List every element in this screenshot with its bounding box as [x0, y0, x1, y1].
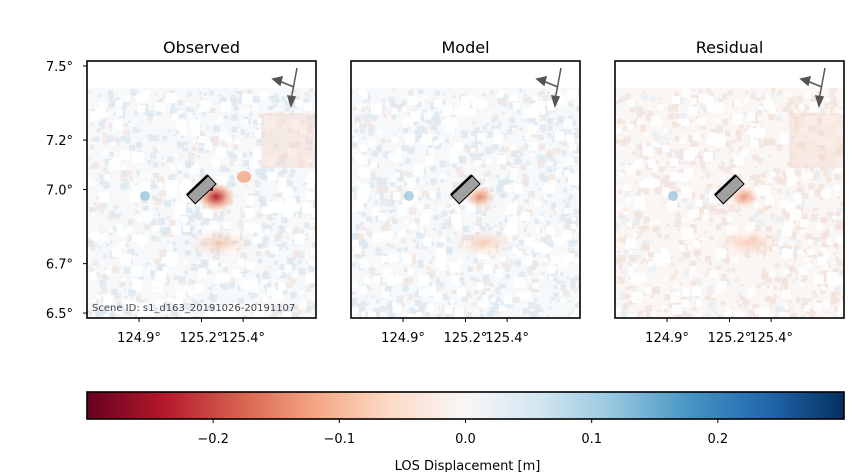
x-tick-label: 124.9°	[645, 331, 689, 346]
fault-top-edge	[186, 174, 209, 196]
look-arrow-head	[799, 76, 812, 87]
satellite-geometry-icon	[799, 67, 826, 109]
x-tick-label: 124.9°	[117, 331, 161, 346]
colorbar-tick-label: 0.0	[455, 432, 476, 447]
scene-id-label: Scene ID: s1_d163_20191026-20191107	[92, 303, 295, 314]
y-tick-label: 7.2°	[46, 134, 73, 149]
ne-region	[261, 113, 316, 168]
colorbar-tick-label: −0.2	[197, 432, 229, 447]
pixel-speckle	[615, 88, 844, 318]
x-tick-label: 125.2°	[180, 331, 224, 346]
displacement-field	[351, 88, 580, 318]
blue-patch	[404, 191, 414, 201]
heading-arrow-line	[290, 67, 298, 101]
fault-top-edge	[714, 174, 737, 196]
blue-patch	[668, 191, 678, 201]
heading-arrow-line	[818, 67, 826, 101]
x-tick-label: 124.9°	[381, 331, 425, 346]
heading-arrow-head	[550, 95, 561, 109]
x-tick-label: 125.2°	[708, 331, 752, 346]
colorbar-label: LOS Displacement [m]	[395, 459, 541, 472]
south-lobe	[714, 227, 783, 258]
blue-patch	[140, 191, 150, 201]
x-tick-label: 125.4°	[221, 331, 265, 346]
heading-arrow-line	[554, 67, 562, 101]
satellite-geometry-icon	[271, 67, 298, 109]
satellite-geometry-icon	[535, 67, 562, 109]
look-arrow-head	[271, 76, 284, 87]
y-tick-label: 6.7°	[46, 258, 73, 273]
ne-patch	[237, 170, 252, 183]
x-tick-label: 125.4°	[485, 331, 529, 346]
south-lobe	[450, 227, 519, 258]
colorbar-tick-label: −0.1	[324, 432, 356, 447]
heading-arrow-head	[286, 95, 297, 109]
colorbar-gradient	[86, 391, 845, 420]
panel-title: Observed	[163, 38, 240, 57]
y-tick-label: 7.5°	[46, 60, 73, 75]
colorbar-tick-label: 0.2	[707, 432, 728, 447]
panel-title: Model	[441, 38, 489, 57]
x-tick-label: 125.4°	[749, 331, 793, 346]
map-panel-model: Model 124.9° 125.2°125.4°	[350, 38, 581, 346]
map-panel-observed: Observed Scene ID: s1_d163_20191026-20191…	[46, 38, 317, 346]
x-tick-label: 125.2°	[444, 331, 488, 346]
y-tick-label: 6.5°	[46, 307, 73, 322]
colorbar-tick-label: 0.1	[581, 432, 602, 447]
south-lobe	[186, 227, 255, 258]
displacement-field	[87, 88, 316, 318]
y-tick-label: 7.0°	[46, 184, 73, 199]
pixel-speckle	[351, 88, 580, 318]
look-arrow-head	[535, 76, 548, 87]
fault-top-edge	[450, 174, 473, 196]
map-panel-residual: Residual 124.9° 125.2°125.4°	[614, 38, 845, 346]
ne-region	[789, 113, 844, 168]
heading-arrow-head	[814, 95, 825, 109]
displacement-field	[615, 88, 844, 318]
panel-title: Residual	[696, 38, 764, 57]
colorbar: −0.2 −0.1 0.0 0.1 0.2 LOS Displacement [m]	[86, 391, 845, 472]
